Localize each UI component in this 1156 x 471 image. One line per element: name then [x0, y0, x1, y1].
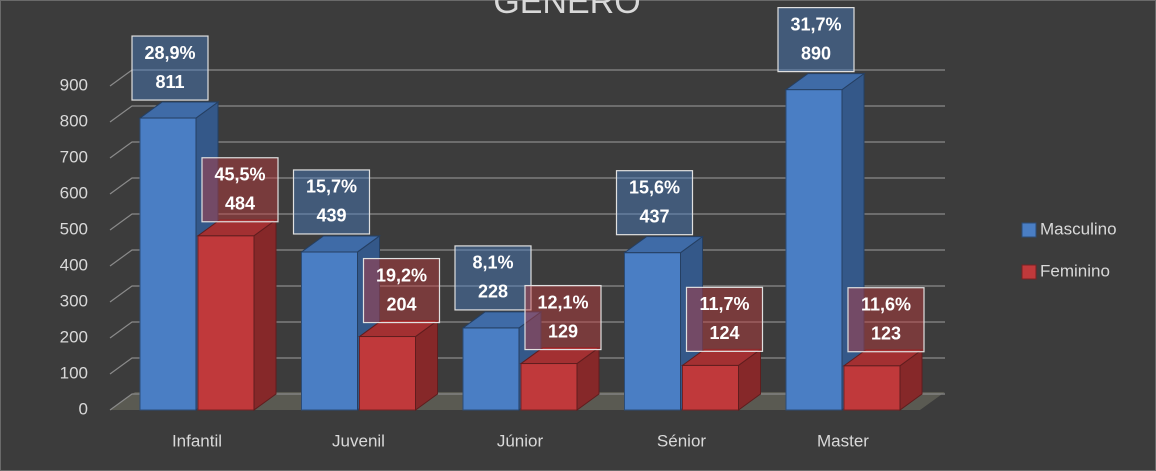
data-label-value: 123: [871, 323, 901, 343]
data-label-value: 129: [548, 321, 578, 341]
data-label-box: [201, 157, 279, 223]
bar: [299, 234, 382, 411]
x-tick-label: Infantil: [172, 431, 222, 450]
legend-swatch: [1021, 222, 1037, 238]
bar-front: [139, 117, 197, 411]
x-tick-label: Sénior: [657, 431, 706, 450]
legend-label: Feminino: [1040, 261, 1110, 280]
data-label-box: [524, 284, 602, 351]
bar-top: [357, 320, 440, 338]
legend-swatch: [1021, 264, 1037, 280]
bar: [680, 348, 763, 411]
data-label-percent: 28,9%: [144, 43, 195, 63]
data-label-percent: 12,1%: [537, 292, 588, 312]
data-label-percent: 15,7%: [306, 177, 357, 197]
grid-line: [109, 177, 945, 195]
data-label-percent: 19,2%: [376, 265, 427, 285]
y-tick-label: 200: [60, 327, 88, 346]
bar-top: [680, 348, 763, 366]
bar-top: [461, 311, 543, 329]
bar: [196, 218, 278, 411]
x-tick-label: Juvenil: [332, 431, 385, 450]
grid-line: [109, 105, 945, 123]
grid-line: [109, 141, 945, 159]
bar-front: [624, 252, 681, 411]
data-label-box: [131, 35, 209, 101]
chart-title: GÉNERO: [493, 0, 640, 21]
bar-front: [359, 336, 416, 411]
y-tick-label: 600: [60, 183, 88, 202]
bar-top: [842, 349, 924, 367]
data-label-percent: 45,5%: [214, 165, 265, 185]
data-label-percent: 8,1%: [472, 253, 513, 273]
y-tick-label: 0: [79, 399, 88, 418]
x-tick-label: Master: [817, 431, 869, 450]
bar: [842, 348, 924, 411]
data-label-box: [292, 169, 371, 235]
bar-top: [138, 101, 220, 119]
data-label-box: [777, 6, 855, 73]
data-label-percent: 11,6%: [861, 294, 911, 314]
bar-front: [197, 235, 255, 411]
data-label-value: 811: [155, 72, 184, 92]
data-label-value: 890: [801, 43, 831, 63]
y-tick-label: 500: [60, 219, 88, 238]
data-label-percent: 15,6%: [629, 177, 680, 197]
legend-label: Masculino: [1040, 219, 1117, 238]
data-label-value: 439: [316, 206, 346, 226]
bar-front: [843, 365, 901, 411]
data-label-percent: 31,7%: [790, 14, 841, 34]
bar-front: [682, 364, 739, 411]
data-label-box: [615, 170, 694, 236]
data-label-box: [685, 286, 764, 352]
x-tick-label: Júnior: [497, 431, 544, 450]
data-label-value: 437: [639, 206, 669, 226]
data-label-percent: 11,7%: [699, 294, 749, 314]
bar-side: [253, 218, 277, 411]
bar-top: [299, 235, 382, 253]
data-label-value: 204: [386, 294, 416, 314]
y-tick-label: 100: [60, 363, 88, 382]
bar-top: [622, 236, 705, 254]
data-label-box: [362, 257, 441, 324]
bar-front: [462, 327, 520, 411]
bar-top: [519, 347, 601, 365]
data-label-box: [454, 245, 532, 311]
bar-front: [520, 363, 578, 411]
data-label-box: [847, 287, 925, 353]
y-tick-label: 300: [60, 291, 88, 310]
data-label-value: 484: [225, 194, 255, 214]
y-tick-label: 400: [60, 255, 88, 274]
bar-top: [784, 73, 866, 91]
bar-front: [301, 251, 358, 411]
bar: [357, 319, 440, 411]
y-tick-label: 900: [60, 75, 88, 94]
y-tick-label: 800: [60, 111, 88, 130]
bar-front: [785, 89, 843, 411]
data-label-value: 124: [709, 323, 739, 343]
grid-line: [109, 213, 945, 231]
bar-top: [196, 219, 278, 237]
y-tick-label: 700: [60, 147, 88, 166]
bar: [519, 346, 601, 411]
data-label-value: 228: [478, 282, 508, 302]
